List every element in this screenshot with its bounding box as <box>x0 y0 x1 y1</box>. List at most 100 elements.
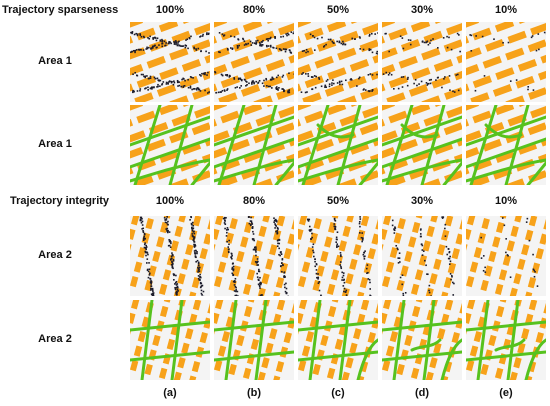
trajectory-point <box>399 261 401 263</box>
trajectory-point <box>424 259 426 262</box>
building <box>276 216 286 227</box>
building <box>521 244 530 256</box>
trajectory-point <box>448 257 451 260</box>
trajectory-point <box>482 269 485 272</box>
trajectory-point <box>480 257 483 259</box>
building <box>494 22 515 33</box>
building <box>466 64 480 77</box>
building <box>181 22 201 24</box>
trajectory-point <box>278 247 280 250</box>
building <box>495 221 505 234</box>
trajectory-point <box>168 231 171 233</box>
trajectory-point <box>311 246 314 248</box>
trajectory-point <box>134 51 136 54</box>
building <box>480 279 489 292</box>
trajectory-point <box>273 217 275 220</box>
trajectory-point <box>132 89 135 92</box>
trajectory-point <box>359 216 361 218</box>
trajectory-point <box>143 246 146 249</box>
trajectory-point <box>245 81 248 83</box>
trajectory-point <box>275 230 277 233</box>
building <box>220 75 240 89</box>
trajectory-point <box>191 88 193 91</box>
trajectory-point <box>288 91 291 94</box>
trajectory-point <box>207 92 209 94</box>
building <box>404 250 413 263</box>
map-tile-area1-roads-1 <box>130 105 210 185</box>
building <box>400 265 409 277</box>
building <box>488 250 497 263</box>
trajectory-point <box>399 276 402 279</box>
building <box>133 345 143 357</box>
trajectory-point <box>363 88 365 90</box>
building <box>137 247 147 259</box>
trajectory-point <box>142 239 145 241</box>
map-tile-graphic <box>466 300 546 380</box>
building <box>326 105 347 116</box>
trajectory-point <box>233 36 236 38</box>
building <box>204 50 210 64</box>
map-tile-graphic <box>130 105 210 185</box>
building <box>334 254 344 266</box>
trajectory-point <box>195 256 197 259</box>
trajectory-point <box>369 48 372 51</box>
trajectory-point <box>338 41 341 43</box>
building <box>521 328 530 340</box>
building <box>382 228 388 240</box>
building <box>265 258 274 270</box>
trajectory-point <box>332 79 334 81</box>
building <box>275 277 285 289</box>
trajectory-point <box>142 227 145 230</box>
trajectory-point <box>276 239 279 242</box>
trajectory-point <box>393 232 396 234</box>
trajectory-point <box>173 273 176 276</box>
map-tile-area2-roads-3 <box>298 300 378 380</box>
trajectory-point <box>445 245 448 248</box>
trajectory-point <box>195 260 197 263</box>
road-segment <box>440 338 462 380</box>
trajectory-point <box>345 294 348 296</box>
trajectory-point <box>449 255 451 258</box>
trajectory-point <box>300 91 303 93</box>
building <box>220 27 240 41</box>
trajectory-point <box>455 74 458 76</box>
trajectory-point <box>310 228 313 231</box>
building <box>506 240 515 252</box>
building-group <box>466 22 546 102</box>
building <box>185 328 194 340</box>
building <box>437 244 446 256</box>
trajectory-point <box>201 284 204 287</box>
trajectory-point <box>423 41 426 44</box>
trajectory-point <box>144 242 146 244</box>
trajectory-point <box>388 50 390 53</box>
trajectory-point <box>131 32 133 35</box>
trajectory-point <box>201 72 203 75</box>
building <box>382 166 386 180</box>
trajectory-point <box>406 78 409 80</box>
trajectory-point <box>323 45 326 47</box>
building <box>331 216 341 219</box>
building <box>230 55 250 69</box>
building <box>242 22 263 33</box>
trajectory-point <box>170 263 173 266</box>
building <box>242 105 263 116</box>
building <box>298 147 312 160</box>
building <box>214 100 216 102</box>
trajectory-point <box>277 228 279 230</box>
trajectory-point <box>150 289 152 291</box>
trajectory-point <box>202 72 205 75</box>
trajectory-point <box>444 76 446 78</box>
trajectory-point <box>258 284 261 287</box>
trajectory-point <box>285 48 288 51</box>
trajectory-point <box>451 274 453 277</box>
trajectory-point <box>245 43 247 45</box>
map-tile-area1-roads-4 <box>382 105 462 185</box>
trajectory-point <box>312 249 314 252</box>
building <box>230 138 250 152</box>
trajectory-point <box>232 274 234 277</box>
trajectory-point <box>397 248 399 251</box>
trajectory-point <box>275 47 278 50</box>
building <box>240 236 249 248</box>
trajectory-point <box>223 216 226 219</box>
trajectory-point <box>170 81 173 84</box>
